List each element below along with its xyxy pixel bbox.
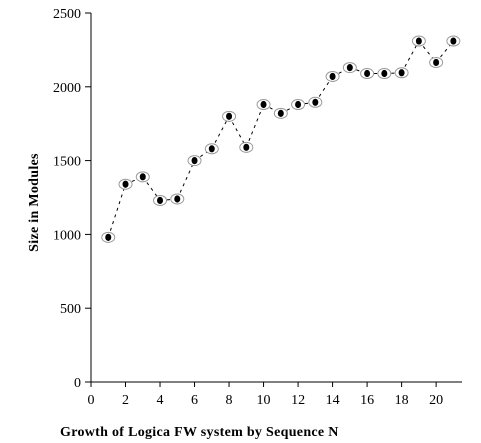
data-point: [411, 35, 426, 47]
connector-segment: [176, 160, 195, 200]
data-point: [222, 110, 237, 122]
data-point: [394, 67, 409, 79]
data-point-dot: [157, 196, 164, 205]
x-axis-ticks: 0 2 4 6 8 10 12 14 16 18 20: [88, 382, 443, 408]
data-point: [135, 171, 150, 183]
connector-segment: [314, 76, 333, 103]
data-point-dot: [139, 173, 146, 181]
y-tick-label: 0: [74, 376, 81, 391]
data-point: [360, 68, 375, 80]
data-point-dot: [381, 69, 388, 78]
y-axis-ticks: 0 500 1000 1500 2000 2500: [53, 7, 91, 391]
data-point-dot: [174, 195, 181, 203]
x-tick-label: 20: [429, 393, 443, 408]
y-axis-title: Size in Modules: [27, 153, 42, 252]
data-point-dot: [364, 69, 371, 78]
data-point-dot: [312, 98, 319, 106]
x-tick-label: 6: [191, 393, 198, 408]
y-tick-label: 2500: [53, 7, 81, 22]
data-point-dot: [105, 233, 112, 241]
connector-segment: [142, 176, 161, 201]
x-tick-label: 16: [360, 393, 374, 408]
data-point-dot: [415, 37, 422, 45]
data-point-dot: [243, 143, 250, 151]
data-point: [187, 155, 202, 167]
data-point: [118, 178, 133, 190]
data-point: [446, 35, 461, 47]
y-tick-label: 500: [60, 302, 81, 317]
data-point-dot: [398, 69, 405, 77]
connector-segment: [107, 184, 126, 238]
data-point: [342, 62, 357, 74]
y-tick-label: 2000: [53, 81, 81, 96]
connector-segment: [401, 40, 420, 74]
x-axis-title: Growth of Logica FW system by Sequence N: [60, 425, 339, 440]
data-point: [273, 107, 288, 119]
data-point: [256, 99, 271, 111]
connector-segment: [245, 104, 265, 148]
x-tick-label: 8: [226, 393, 233, 408]
data-point-dot: [346, 64, 353, 72]
data-point-dot: [191, 157, 198, 165]
data-point-dot: [122, 180, 129, 188]
data-point-dot: [208, 145, 215, 153]
data-point: [325, 70, 340, 82]
data-point: [308, 96, 323, 108]
data-point-dot: [450, 37, 457, 45]
connector-segment: [211, 116, 230, 150]
connector-segment: [228, 116, 247, 148]
data-point: [291, 99, 306, 111]
axes: [90, 13, 462, 383]
data-point: [377, 68, 392, 80]
data-point-dot: [329, 72, 336, 81]
data-point-dot: [433, 58, 440, 67]
x-tick-label: 2: [122, 393, 129, 408]
data-point: [170, 193, 185, 205]
data-point: [101, 231, 116, 243]
data-point: [239, 141, 254, 153]
x-tick-label: 10: [257, 393, 271, 408]
x-tick-label: 18: [395, 393, 409, 408]
data-point: [204, 143, 219, 155]
data-points: [101, 35, 461, 243]
x-tick-label: 12: [291, 393, 305, 408]
x-tick-label: 4: [157, 393, 164, 408]
data-point-dot: [226, 112, 233, 120]
y-tick-label: 1000: [53, 228, 81, 243]
data-point: [429, 56, 444, 68]
x-tick-label: 14: [326, 393, 340, 408]
data-point: [153, 194, 168, 206]
data-point-dot: [277, 109, 284, 117]
x-tick-label: 0: [88, 393, 95, 408]
y-tick-label: 1500: [53, 155, 81, 170]
data-point-dot: [295, 100, 302, 109]
data-point-dot: [260, 100, 267, 109]
